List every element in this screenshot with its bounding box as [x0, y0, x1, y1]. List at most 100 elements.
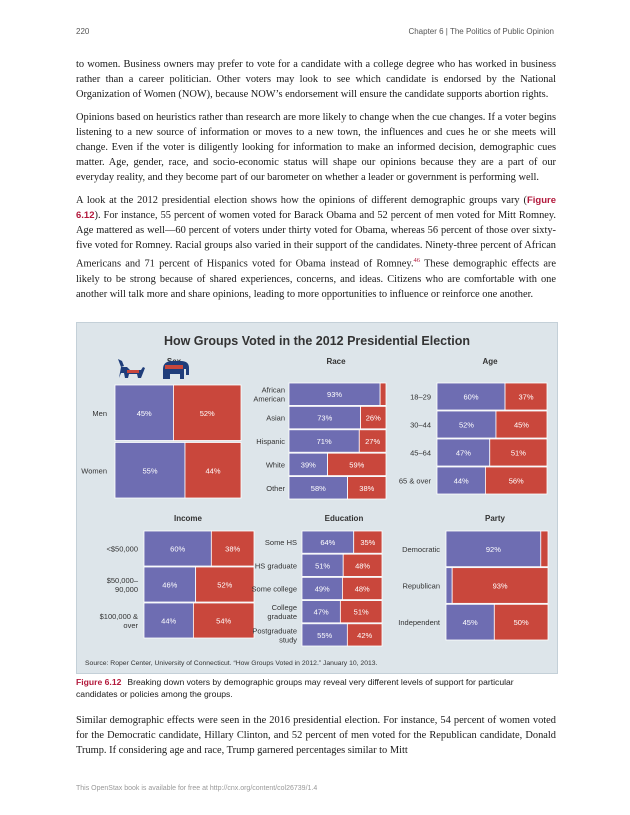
bar-rep-age-1: [495, 410, 548, 439]
value-label-rep-race-2: 27%: [365, 437, 380, 446]
category-label-education-1: HS graduate: [255, 561, 297, 570]
caption-text: Breaking down voters by demographic grou…: [76, 677, 514, 699]
bar-dem-sex-1: [114, 442, 186, 499]
figure-caption: Figure 6.12 Breaking down voters by demog…: [76, 677, 556, 700]
category-label-race-4: Other: [266, 484, 285, 493]
bar-rep-race-1: [360, 406, 387, 430]
value-label-rep-sex-0: 52%: [200, 409, 215, 418]
value-label-dem-income-2: 44%: [161, 617, 176, 626]
paragraph-3-part-b: ). For instance, 55 percent of women vot…: [76, 209, 556, 270]
panel-header-education: Education: [325, 514, 364, 523]
value-label-rep-education-3: 51%: [354, 608, 369, 617]
value-label-dem-sex-1: 55%: [142, 466, 157, 475]
bar-rep-sex-0: [173, 384, 242, 441]
panel-header-race: Race: [326, 357, 346, 366]
value-label-rep-age-0: 37%: [519, 393, 534, 402]
value-label-dem-race-1: 73%: [317, 414, 332, 423]
figure-reference-link[interactable]: Figure 6.12: [76, 194, 556, 221]
value-label-dem-education-2: 49%: [315, 585, 330, 594]
value-label-rep-education-4: 42%: [357, 631, 372, 640]
bar-dem-age-0: [436, 382, 506, 411]
value-label-dem-age-3: 44%: [454, 477, 469, 486]
body-text-bottom: Similar demographic effects were seen in…: [76, 713, 556, 766]
bar-dem-party-1: [445, 567, 453, 604]
paragraph-1: to women. Business owners may prefer to …: [76, 59, 556, 101]
donkey-icon: [118, 359, 145, 378]
category-label-education-4-line-0: Postgraduate: [252, 626, 297, 635]
bar-rep-party-0: [540, 530, 549, 568]
caption-label: Figure 6.12: [76, 677, 122, 687]
value-label-dem-race-3: 39%: [301, 460, 316, 469]
value-label-rep-income-0: 38%: [225, 545, 240, 554]
category-label-education-0: Some HS: [265, 538, 297, 547]
bar-rep-age-3: [484, 466, 548, 495]
value-label-rep-party-2: 50%: [514, 618, 529, 627]
value-label-dem-age-2: 47%: [456, 449, 471, 458]
chapter-title: Chapter 6 | The Politics of Public Opini…: [408, 27, 554, 36]
value-label-dem-income-1: 46%: [162, 581, 177, 590]
value-label-rep-party-1: 93%: [493, 582, 508, 591]
value-label-rep-education-2: 48%: [355, 585, 370, 594]
category-label-income-2-line-0: $100,000 &: [100, 612, 138, 621]
category-label-age-3: 65 & over: [399, 477, 432, 486]
category-label-education-3-line-0: College: [272, 603, 297, 612]
value-label-rep-income-2: 54%: [216, 617, 231, 626]
donkey-icon-stripe: [127, 370, 139, 373]
bar-rep-race-3: [327, 452, 387, 476]
value-label-dem-education-0: 64%: [320, 538, 335, 547]
category-label-education-4-line-1: study: [279, 635, 297, 644]
value-label-dem-race-0: 93%: [327, 390, 342, 399]
panel-header-age: Age: [482, 357, 498, 366]
bar-rep-sex-1: [184, 442, 242, 499]
value-label-dem-party-2: 45%: [463, 618, 478, 627]
category-label-education-3-line-1: graduate: [267, 612, 297, 621]
value-label-rep-race-3: 59%: [349, 460, 364, 469]
category-label-income-2-line-1: over: [123, 621, 138, 630]
value-label-rep-sex-1: 44%: [205, 466, 220, 475]
value-label-dem-sex-0: 45%: [137, 409, 152, 418]
category-label-race-3: White: [266, 460, 285, 469]
category-label-age-1: 30–44: [410, 421, 431, 430]
bar-rep-age-0: [504, 382, 548, 411]
bar-dem-income-2: [143, 602, 194, 639]
value-label-dem-income-0: 60%: [170, 545, 185, 554]
value-label-rep-income-1: 52%: [217, 581, 232, 590]
bar-rep-education-4: [346, 623, 383, 647]
value-label-dem-education-3: 47%: [314, 608, 329, 617]
bar-rep-income-1: [195, 566, 255, 603]
value-label-rep-age-2: 51%: [511, 449, 526, 458]
bar-rep-age-2: [489, 438, 548, 467]
elephant-icon-stripe: [165, 365, 183, 369]
bar-rep-education-3: [339, 600, 383, 624]
figure-6-12: How Groups Voted in the 2012 Presidentia…: [76, 322, 558, 674]
value-label-rep-race-4: 38%: [359, 484, 374, 493]
panel-header-income: Income: [174, 514, 203, 523]
category-label-party-2: Independent: [398, 618, 441, 627]
value-label-dem-age-0: 60%: [464, 393, 479, 402]
paragraph-3-part-a: A look at the 2012 presidential election…: [76, 194, 527, 206]
bar-rep-party-2: [493, 603, 549, 641]
paragraph-3: A look at the 2012 presidential election…: [76, 193, 556, 303]
category-label-education-2: Some college: [252, 585, 297, 594]
value-label-dem-race-2: 71%: [317, 437, 332, 446]
value-label-rep-education-0: 35%: [360, 538, 375, 547]
page-footer: This OpenStax book is available for free…: [76, 785, 318, 792]
category-label-income-1-line-1: 90,000: [115, 585, 138, 594]
category-label-sex-0: Men: [92, 409, 107, 418]
footnote-reference-link[interactable]: 46: [413, 257, 421, 265]
chart-title: How Groups Voted in the 2012 Presidentia…: [164, 334, 470, 348]
bar-rep-education-1: [342, 553, 383, 577]
elephant-icon: [163, 361, 189, 379]
body-text-top: to women. Business owners may prefer to …: [76, 57, 556, 310]
value-label-rep-education-1: 48%: [355, 561, 370, 570]
voting-chart: How Groups Voted in the 2012 Presidentia…: [81, 334, 549, 667]
bar-rep-race-4: [347, 476, 387, 500]
category-label-race-2: Hispanic: [256, 437, 285, 446]
bar-dem-sex-0: [114, 384, 174, 441]
panel-header-party: Party: [485, 514, 506, 523]
category-label-income-1-line-0: $50,000–: [107, 576, 139, 585]
bar-rep-education-2: [342, 576, 383, 600]
bar-rep-education-0: [353, 530, 383, 554]
bar-rep-income-2: [192, 602, 255, 639]
paragraph-2: Opinions based on heuristics rather than…: [76, 111, 556, 184]
